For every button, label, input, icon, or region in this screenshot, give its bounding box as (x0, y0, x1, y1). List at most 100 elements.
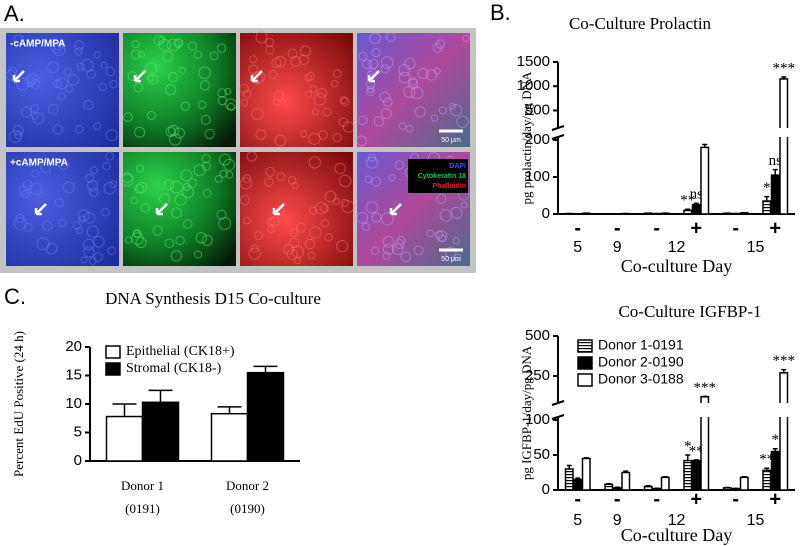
cell (193, 50, 203, 59)
cell (125, 236, 133, 244)
cell (286, 248, 298, 260)
cell (267, 225, 275, 234)
cell (109, 180, 117, 188)
cell (153, 34, 165, 46)
cell (162, 51, 174, 62)
cell (381, 212, 394, 226)
cell (254, 231, 264, 241)
cell (107, 246, 116, 255)
cell (250, 244, 259, 253)
cell (417, 68, 429, 79)
cell (166, 38, 180, 52)
cell (123, 112, 133, 123)
cell (22, 180, 33, 191)
cell (334, 162, 346, 175)
scale-bar-label: 50 μm (441, 256, 461, 263)
cell (170, 250, 183, 262)
error-bar (112, 403, 137, 417)
cell (93, 122, 102, 131)
cell (147, 111, 156, 120)
cell (130, 196, 139, 205)
chart-title: DNA Synthesis D15 Co-culture (105, 289, 321, 308)
cell (105, 129, 118, 142)
legend-label: Donor 3-0188 (598, 371, 684, 387)
significance-label: ** (680, 193, 695, 209)
cell (445, 246, 457, 259)
bar (581, 457, 591, 491)
cell (56, 159, 65, 167)
day-label: 15 (747, 512, 765, 529)
panel-label: C. (4, 284, 26, 309)
cell (227, 102, 235, 111)
cell (356, 135, 367, 147)
error-bar (606, 482, 612, 485)
y-axis-label: Percent EdU Positive (24 h) (11, 331, 26, 477)
cell (98, 82, 108, 92)
cell (13, 34, 24, 45)
cell (269, 216, 280, 227)
cell (367, 85, 375, 94)
cell (72, 221, 81, 230)
cell (385, 32, 396, 42)
cell (146, 74, 155, 82)
bar (691, 204, 701, 215)
cell (369, 32, 381, 45)
axis-break-mark (551, 134, 565, 140)
cell (251, 108, 264, 121)
cell (40, 161, 52, 173)
cell (308, 156, 321, 169)
cell (264, 177, 274, 187)
condition-sign: + (769, 217, 781, 239)
cell (240, 98, 249, 107)
cell (304, 90, 313, 98)
legend-swatch (577, 339, 593, 353)
cell (12, 124, 24, 136)
cell (93, 252, 103, 262)
cell (425, 69, 438, 81)
axis-break-mark (551, 125, 565, 131)
legend-swatch (105, 345, 121, 359)
cell (58, 219, 67, 227)
condition-sign: + (690, 488, 702, 510)
cell (173, 127, 185, 139)
condition-sign: - (732, 217, 739, 239)
x-tick-label: Donor 2 (226, 478, 269, 493)
arrow (34, 203, 47, 216)
cell (448, 102, 456, 110)
cell (217, 95, 227, 106)
cell (366, 156, 379, 169)
cell (103, 182, 116, 195)
cell (365, 201, 379, 214)
cell (332, 132, 342, 143)
condition-sign: - (653, 217, 660, 239)
cell (358, 51, 368, 61)
cell (320, 204, 329, 213)
cell (438, 106, 448, 115)
cell (92, 235, 105, 248)
cell (460, 201, 468, 209)
y-tick-label: 1500 (517, 53, 550, 70)
y-tick-label: 100 (525, 411, 550, 428)
cell (180, 169, 193, 182)
cell (305, 71, 315, 81)
cell (218, 217, 232, 230)
condition-sign: + (769, 488, 781, 510)
legend-label: Epithelial (CK18+) (126, 344, 235, 359)
cell (24, 76, 36, 87)
error-bar (253, 365, 278, 373)
legend-label: Stromal (CK18-) (126, 361, 222, 376)
condition-label: -cAMP/MPA (10, 39, 65, 50)
error-bar (772, 168, 778, 176)
error-bar (148, 389, 173, 403)
cell (382, 236, 395, 248)
bar (762, 200, 772, 215)
cell (382, 243, 395, 255)
scale-bar-label: 50 μm (441, 137, 461, 144)
cell (288, 176, 297, 185)
cell (243, 216, 251, 225)
cell (400, 251, 412, 263)
cell (361, 59, 372, 70)
cell (248, 64, 259, 75)
cell (165, 126, 177, 137)
cell (83, 211, 96, 224)
